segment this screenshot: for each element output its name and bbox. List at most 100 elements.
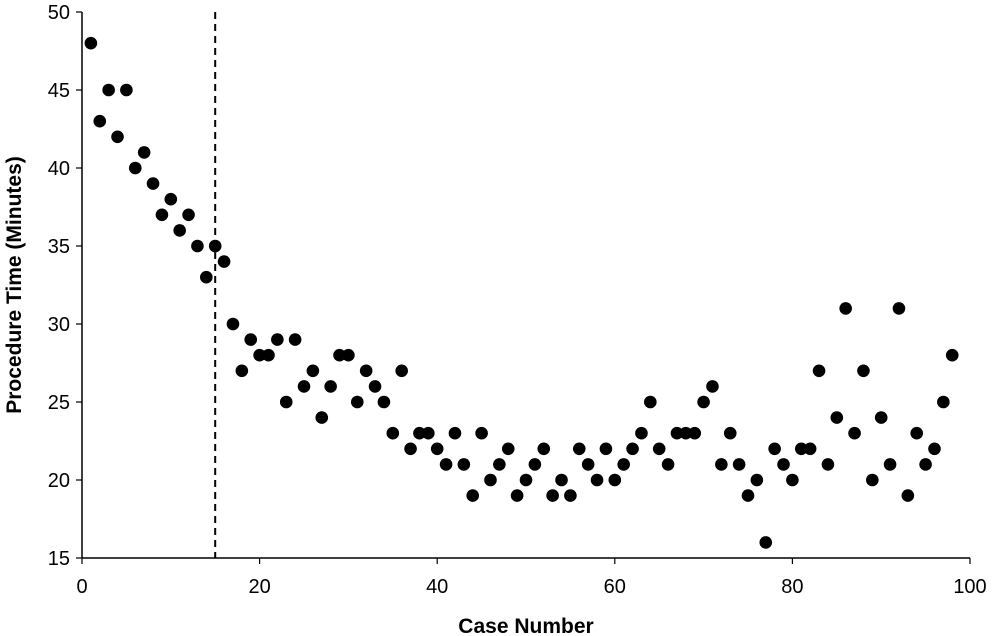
data-point	[679, 426, 693, 440]
data-point	[777, 458, 790, 471]
data-point	[208, 239, 222, 253]
y-axis-ticks: 15 20 25 30 35 40 45 50	[48, 2, 82, 570]
data-point	[759, 536, 773, 549]
data-point	[359, 364, 373, 378]
data-point	[564, 489, 577, 502]
data-point	[715, 458, 728, 471]
data-point	[741, 489, 755, 502]
data-point	[928, 442, 941, 456]
y-tick-label: 25	[48, 392, 70, 414]
data-point	[457, 458, 471, 471]
x-tick-label: 60	[604, 576, 626, 598]
data-point	[652, 442, 666, 456]
data-point	[830, 411, 844, 424]
data-point	[732, 458, 746, 471]
data-point	[812, 364, 826, 378]
data-point	[430, 442, 444, 456]
data-point	[191, 239, 204, 253]
data-point	[750, 473, 764, 487]
data-point	[501, 442, 515, 456]
data-point	[315, 411, 329, 424]
data-point	[626, 442, 639, 456]
data-point	[866, 473, 879, 487]
data-point	[706, 380, 719, 393]
data-point	[395, 364, 408, 378]
data-point	[848, 426, 861, 440]
data-point	[386, 426, 400, 440]
data-point	[422, 426, 435, 440]
data-point	[288, 333, 302, 346]
data-point	[128, 161, 142, 175]
data-point	[839, 302, 852, 315]
data-point	[102, 83, 115, 97]
data-point	[857, 364, 870, 378]
data-point	[617, 458, 630, 471]
x-axis-ticks: 0 20 40 60 80 100	[76, 558, 987, 598]
data-point	[484, 473, 497, 487]
data-point	[590, 473, 604, 487]
data-point	[794, 442, 808, 456]
data-point	[644, 395, 657, 409]
y-tick-label: 45	[48, 80, 70, 102]
x-tick-label: 80	[781, 576, 803, 598]
data-point	[93, 114, 107, 128]
data-point	[368, 380, 382, 393]
data-point	[608, 473, 622, 487]
data-point	[519, 473, 533, 487]
data-point	[901, 489, 915, 502]
y-tick-label: 15	[48, 548, 70, 570]
data-point	[510, 489, 524, 502]
data-point	[910, 426, 924, 440]
data-point	[342, 348, 355, 362]
data-point	[279, 395, 293, 409]
data-point	[262, 348, 275, 362]
data-point	[200, 270, 213, 284]
data-point	[919, 458, 932, 471]
data-point	[306, 364, 320, 378]
data-point	[173, 224, 186, 237]
data-point	[537, 442, 551, 456]
data-point	[475, 426, 488, 440]
data-point	[350, 395, 364, 409]
data-point	[182, 208, 195, 222]
y-tick-label: 35	[48, 236, 70, 258]
data-point	[670, 426, 684, 440]
x-tick-label: 20	[248, 576, 270, 598]
data-point	[324, 380, 337, 393]
data-point	[253, 348, 266, 362]
y-tick-label: 50	[48, 2, 70, 24]
data-point	[768, 442, 781, 456]
data-point	[493, 458, 506, 471]
y-tick-label: 40	[48, 158, 70, 180]
data-point	[528, 458, 542, 471]
data-point	[217, 255, 231, 268]
data-point	[466, 489, 480, 502]
data-point	[84, 36, 98, 50]
data-point	[120, 83, 133, 97]
data-point	[635, 426, 648, 440]
x-tick-label: 0	[76, 576, 87, 598]
y-axis-title: Procedure Time (Minutes)	[3, 156, 26, 414]
data-point	[945, 348, 959, 362]
data-point	[786, 473, 799, 487]
data-points	[84, 36, 959, 549]
data-point	[146, 177, 160, 190]
x-tick-label: 100	[953, 576, 986, 598]
y-tick-label: 20	[48, 470, 70, 492]
data-point	[821, 458, 835, 471]
data-point	[688, 426, 702, 440]
data-point	[297, 380, 311, 393]
data-point	[546, 489, 559, 502]
data-point	[448, 426, 462, 440]
data-point	[271, 333, 284, 346]
data-point	[244, 333, 258, 346]
x-tick-label: 40	[426, 576, 448, 598]
data-point	[572, 442, 586, 456]
data-point	[937, 395, 950, 409]
data-point	[404, 442, 417, 456]
data-point	[555, 473, 568, 487]
data-point	[581, 458, 595, 471]
data-point	[164, 192, 178, 206]
y-tick-label: 30	[48, 314, 70, 336]
data-point	[137, 146, 151, 159]
